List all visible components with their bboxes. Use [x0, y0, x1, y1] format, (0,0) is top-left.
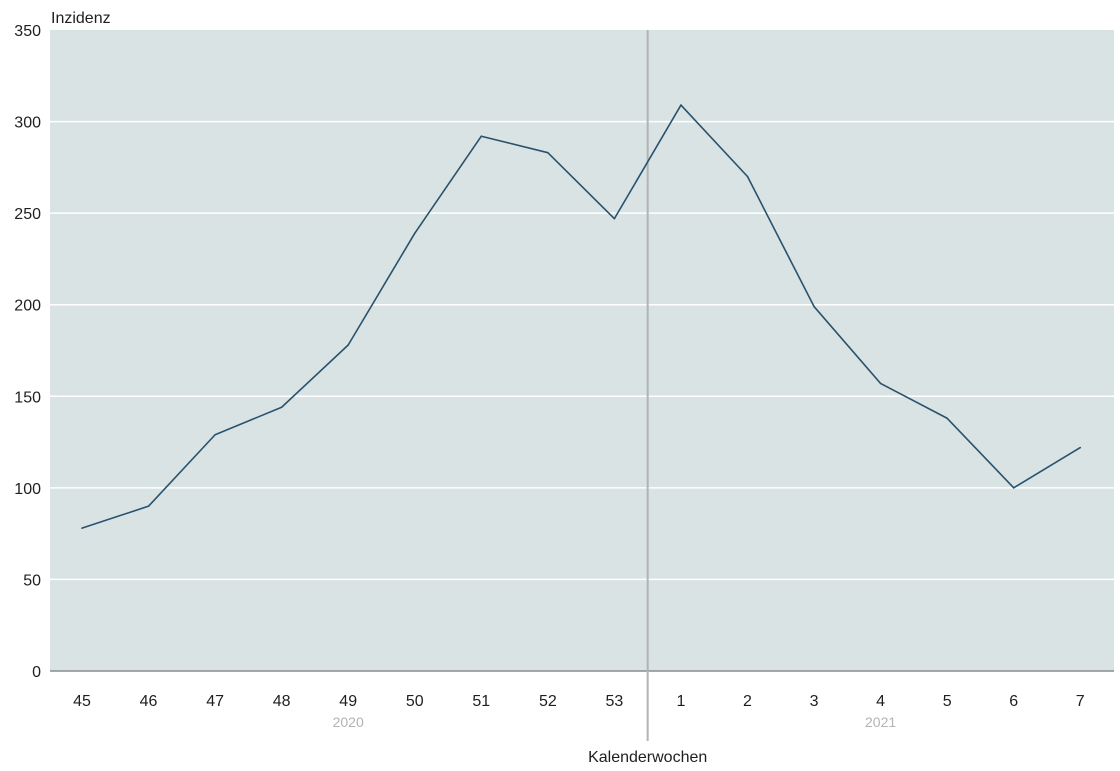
- x-tick-label: 2: [743, 693, 752, 710]
- data-point: [347, 344, 350, 346]
- data-point: [946, 417, 948, 420]
- series-layer: [81, 104, 1082, 529]
- y-tick-label: 350: [14, 23, 41, 40]
- x-tick-label: 46: [140, 693, 158, 710]
- data-point: [680, 104, 682, 106]
- x-tick-label: 53: [606, 693, 624, 710]
- x-axis-label: Kalenderwochen: [588, 749, 707, 766]
- year-label: 2021: [865, 714, 896, 730]
- x-tick-label: 3: [810, 693, 819, 710]
- data-point: [879, 382, 882, 385]
- x-tick-label: 7: [1076, 693, 1085, 710]
- y-tick-label: 100: [14, 481, 41, 498]
- data-point: [480, 135, 483, 138]
- data-point: [746, 175, 749, 178]
- plot-background: [50, 30, 1114, 671]
- y-tick-label: 0: [32, 664, 41, 681]
- x-tick-label: 47: [206, 693, 224, 710]
- x-tick-label: 51: [472, 693, 490, 710]
- y-tick-label: 50: [23, 572, 41, 589]
- x-tick-label: 50: [406, 693, 424, 710]
- y-tick-label: 150: [14, 389, 41, 406]
- data-point: [613, 217, 616, 220]
- x-tick-label: 52: [539, 693, 557, 710]
- data-point: [147, 505, 150, 507]
- data-point: [81, 527, 83, 529]
- x-axis-ticks: 45 46 47 48 49 50 51 52 53 1 2 3 4 5 6 7: [73, 693, 1085, 710]
- x-tick-label: 6: [1009, 693, 1018, 710]
- data-point: [547, 151, 549, 154]
- y-tick-label: 200: [14, 298, 41, 315]
- grid-lines: [50, 120, 1114, 581]
- year-label: 2020: [333, 714, 364, 730]
- data-point: [1079, 446, 1082, 449]
- y-tick-label: 250: [14, 206, 41, 223]
- data-point: [280, 406, 283, 409]
- y-axis-label: Inzidenz: [51, 10, 111, 27]
- data-point: [413, 232, 416, 235]
- data-point: [214, 433, 216, 436]
- x-tick-label: 1: [676, 693, 685, 710]
- data-point: [1012, 487, 1015, 489]
- data-point: [813, 305, 815, 308]
- x-tick-label: 48: [273, 693, 291, 710]
- x-tick-label: 49: [339, 693, 357, 710]
- x-tick-label: 5: [943, 693, 952, 710]
- y-tick-label: 300: [14, 115, 41, 132]
- y-axis-ticks: 0 50 100 150 200 250 300 350: [14, 23, 41, 681]
- x-tick-label: 45: [73, 693, 91, 710]
- x-tick-label: 4: [876, 693, 885, 710]
- year-labels: 2020 2021: [333, 714, 897, 730]
- series-line: [81, 104, 1081, 529]
